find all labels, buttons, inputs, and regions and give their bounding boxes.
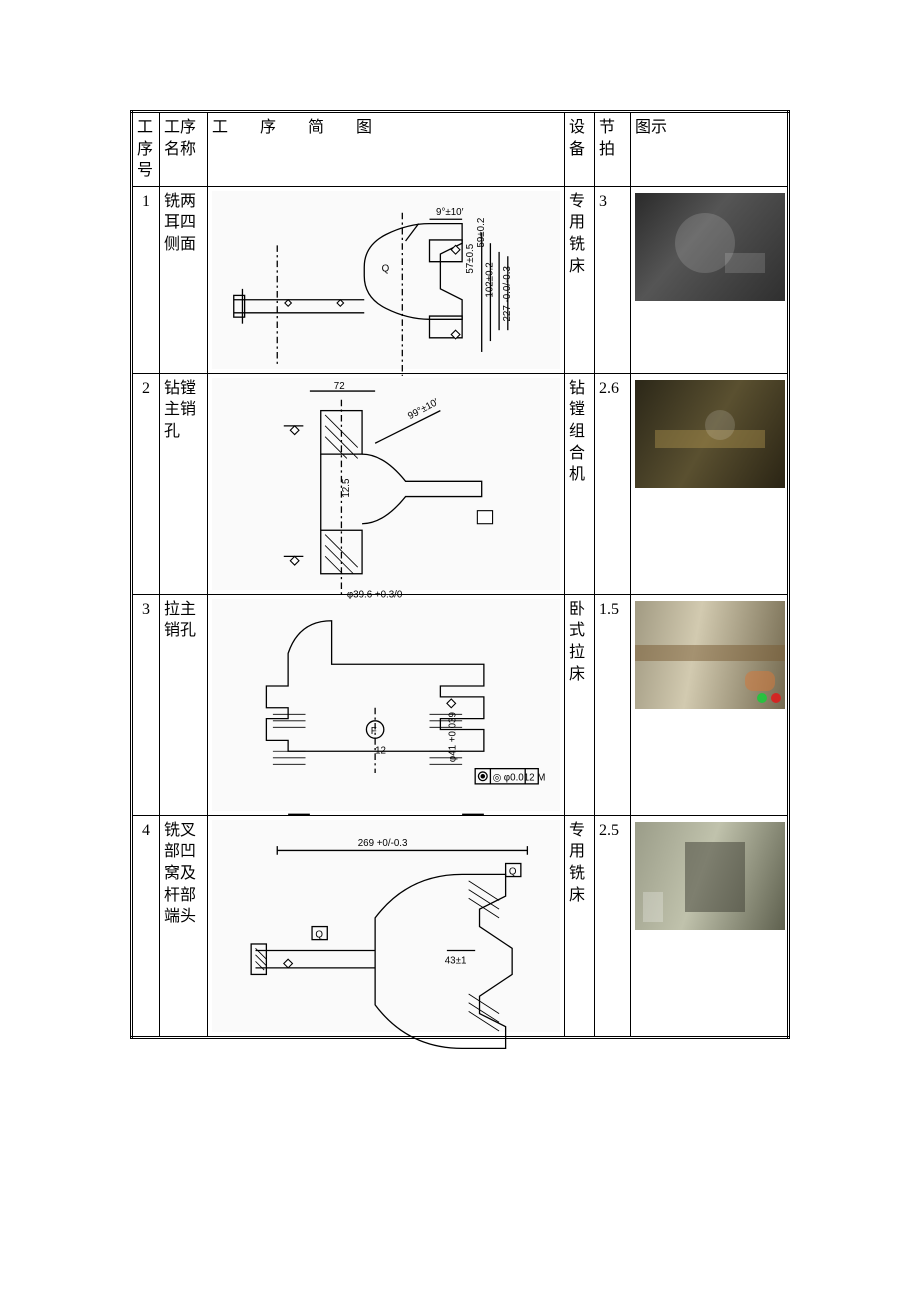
header-name: 工序名称 [160,112,208,187]
diagram-svg: 9°±10′ 59±0.2 57±0.5 102±0.2 227 -0.0/-0… [212,191,560,387]
process-table: 工序号 工序名称 工 序 简 图 设备 节拍 图示 1 铣两耳四侧面 [130,110,790,1039]
cell-photo [631,186,789,373]
diagram-svg: 72 99°±10′ 12.5 φ39.6 +0.3/0 Q [212,378,560,609]
cell-name: 铣叉部凹窝及杆部端头 [160,815,208,1037]
cell-diagram: 269 +0/-0.3 43±1 Q Q [208,815,565,1037]
cell-diagram: 9°±10′ 59±0.2 57±0.5 102±0.2 227 -0.0/-0… [208,186,565,373]
cell-beat: 1.5 [595,594,631,815]
cell-name: 拉主销孔 [160,594,208,815]
anno: 43±1 [445,955,467,966]
table-body: 1 铣两耳四侧面 [132,186,789,1037]
cell-name: 铣两耳四侧面 [160,186,208,373]
cell-num: 1 [132,186,160,373]
anno: 9°±10′ [436,207,464,218]
anno: 72 [334,381,345,392]
cell-num: 3 [132,594,160,815]
header-photo: 图示 [631,112,789,187]
diagram-svg: 269 +0/-0.3 43±1 Q Q [212,820,560,1059]
diagram-3: F 12 φ41 +0.039 ◎ φ0.012 M [212,599,560,811]
diagram-4: 269 +0/-0.3 43±1 Q Q [212,820,560,1032]
diagram-svg: F 12 φ41 +0.039 ◎ φ0.012 M [212,599,560,830]
diagram-1: 9°±10′ 59±0.2 57±0.5 102±0.2 227 -0.0/-0… [212,191,560,369]
cell-name: 钻镗主销孔 [160,373,208,594]
cell-equipment: 卧式拉床 [565,594,595,815]
diagram-2: 72 99°±10′ 12.5 φ39.6 +0.3/0 Q [212,378,560,590]
cell-photo [631,594,789,815]
anno: φ41 +0.039 [448,712,459,762]
header-equipment: 设备 [565,112,595,187]
anno: Q [509,866,517,877]
cell-photo [631,373,789,594]
anno: 227 -0.0/-0.3 [502,266,513,321]
machine-photo [635,822,785,930]
anno: ◎ φ0.012 M [493,772,546,783]
anno: 99°±10′ [406,397,440,422]
page: 工序号 工序名称 工 序 简 图 设备 节拍 图示 1 铣两耳四侧面 [0,0,920,1302]
cell-diagram: F 12 φ41 +0.039 ◎ φ0.012 M [208,594,565,815]
cell-equipment: 专用铣床 [565,186,595,373]
cell-diagram: 72 99°±10′ 12.5 φ39.6 +0.3/0 Q [208,373,565,594]
cell-beat: 2.5 [595,815,631,1037]
cell-equipment: 钻镗组合机 [565,373,595,594]
header-beat: 节拍 [595,112,631,187]
header-num: 工序号 [132,112,160,187]
anno: 57±0.5 [465,243,476,273]
anno: 12 [375,745,386,756]
anno: Q [315,929,323,940]
cell-equipment: 专用铣床 [565,815,595,1037]
machine-photo [635,193,785,301]
machine-photo [635,380,785,488]
anno: 59±0.2 [476,218,487,248]
cell-beat: 2.6 [595,373,631,594]
table-row: 2 钻镗主销孔 [132,373,789,594]
anno: F [371,726,377,737]
anno: 12.5 [341,478,352,498]
anno: 269 +0/-0.3 [358,838,408,849]
anno: Q [382,263,390,274]
table-header-row: 工序号 工序名称 工 序 简 图 设备 节拍 图示 [132,112,789,187]
anno: 102±0.2 [485,262,496,297]
table-row: 3 拉主销孔 [132,594,789,815]
cell-photo [631,815,789,1037]
table-row: 1 铣两耳四侧面 [132,186,789,373]
machine-photo [635,601,785,709]
table-row: 4 铣叉部凹窝及杆部端头 [132,815,789,1037]
header-diagram: 工 序 简 图 [208,112,565,187]
cell-beat: 3 [595,186,631,373]
cell-num: 4 [132,815,160,1037]
cell-num: 2 [132,373,160,594]
